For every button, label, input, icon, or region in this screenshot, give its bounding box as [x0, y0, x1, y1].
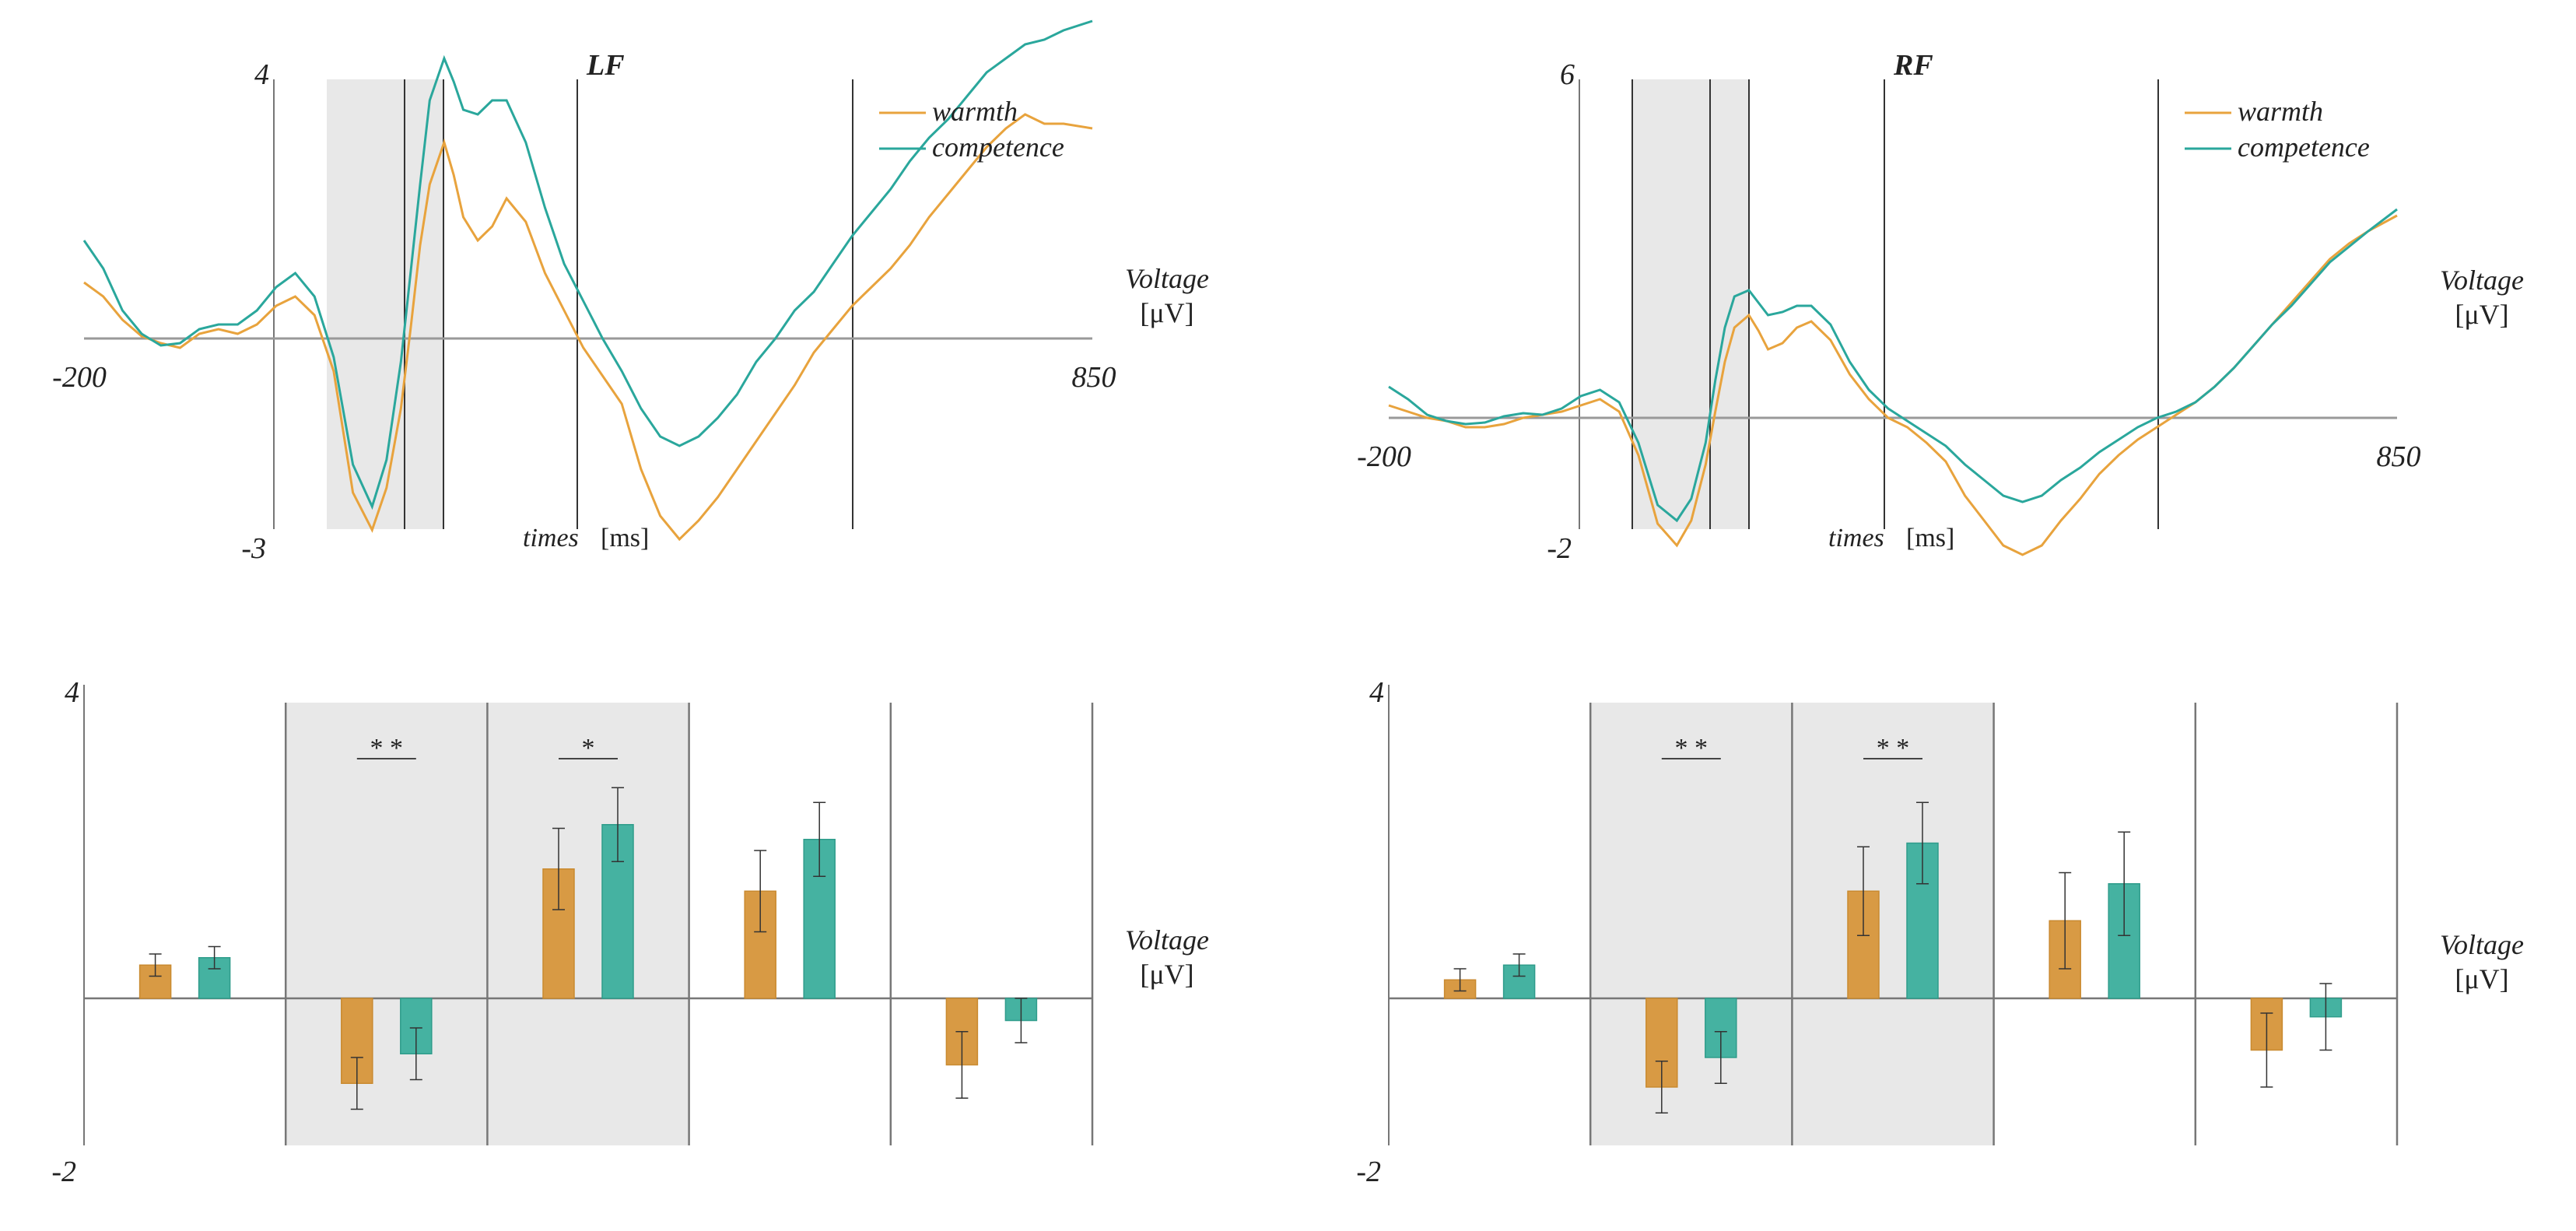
y-tick-label-min: -2 [1356, 1156, 1381, 1188]
y-tick-label-max: 4 [1369, 676, 1384, 709]
y-axis-unit: [μV] [1140, 959, 1193, 990]
significance-marker: * * [370, 734, 404, 763]
shaded-bin [487, 703, 689, 1145]
x-axis-label: times [523, 524, 579, 552]
series-line-warmth [83, 113, 1093, 542]
y-tick-label-min: -2 [51, 1156, 76, 1188]
bar-competence [198, 957, 231, 999]
significance-marker: * [582, 734, 595, 763]
y-tick-label-max: 4 [254, 58, 269, 91]
series-line-competence [82, 19, 1093, 510]
y-axis-unit: [μV] [2455, 963, 2508, 994]
x-axis-label: times [1828, 524, 1884, 552]
legend-label-competence: competence [2238, 132, 2370, 163]
y-axis-label: Voltage [2440, 265, 2524, 296]
shaded-bin [286, 703, 488, 1145]
y-tick-label-min: -2 [1547, 532, 1572, 565]
y-axis-unit: [μV] [1140, 297, 1193, 328]
x-tick-label-max: 850 [1072, 361, 1116, 394]
shaded-bin [1792, 703, 1994, 1145]
legend-label-competence: competence [932, 132, 1064, 163]
x-axis-unit: [ms] [1906, 524, 1954, 552]
y-axis-label: Voltage [1125, 924, 1209, 956]
panel-title: RF [1893, 49, 1933, 82]
x-tick-label-min: -200 [52, 361, 107, 394]
y-axis-label: Voltage [1125, 263, 1209, 294]
y-axis-unit: [μV] [2455, 299, 2508, 330]
x-tick-label-max: 850 [2377, 440, 2421, 473]
bar-competence [2108, 883, 2140, 999]
series-line-warmth [1388, 214, 2398, 556]
series-line-competence [1388, 208, 2398, 523]
shaded-window [1632, 79, 1749, 529]
x-tick-label-min: -200 [1357, 440, 1411, 473]
legend-label-warmth: warmth [932, 96, 1018, 127]
y-axis-label: Voltage [2440, 929, 2524, 960]
y-tick-label-min: -3 [241, 532, 266, 565]
shaded-bin [1590, 703, 1793, 1145]
legend-label-warmth: warmth [2238, 96, 2323, 127]
panel-title: LF [586, 49, 625, 82]
significance-marker: * * [1877, 734, 1910, 763]
significance-marker: * * [1675, 734, 1709, 763]
x-axis-unit: [ms] [601, 524, 649, 552]
y-tick-label-max: 6 [1560, 58, 1575, 91]
y-tick-label-max: 4 [65, 676, 79, 709]
